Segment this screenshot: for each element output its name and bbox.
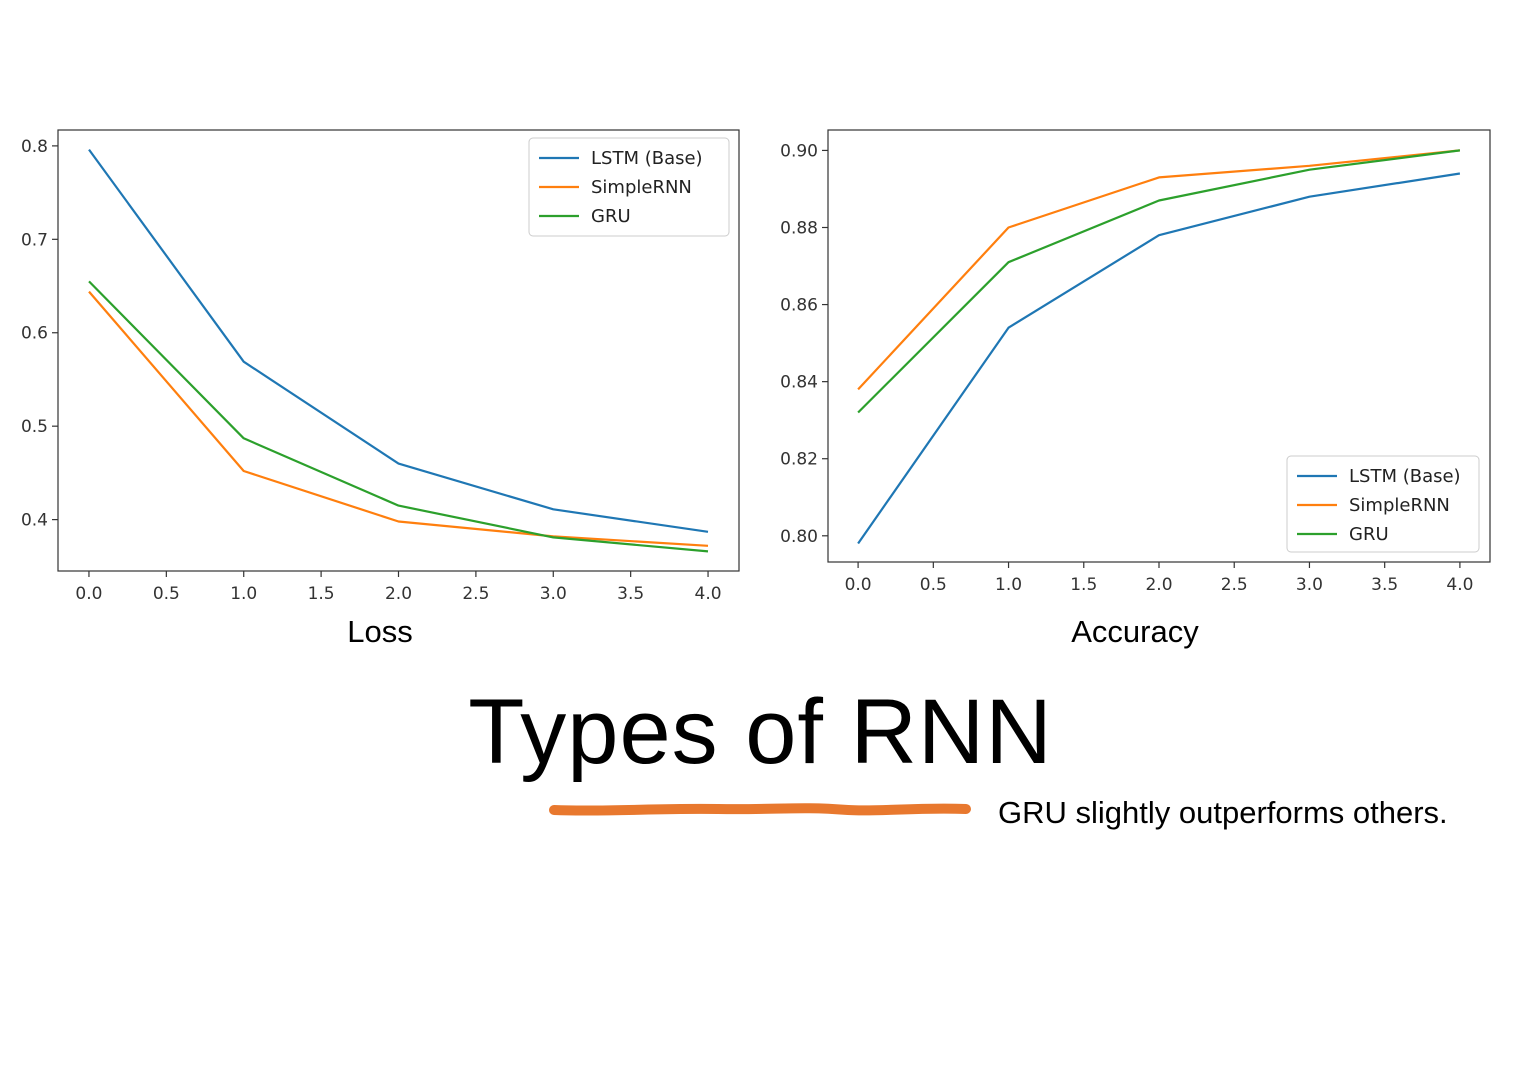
y-tick-label: 0.82: [780, 450, 818, 470]
x-tick-label: 2.0: [385, 584, 412, 604]
x-tick-label: 4.0: [695, 584, 722, 604]
x-tick-label: 1.0: [230, 584, 257, 604]
y-tick-label: 0.84: [780, 373, 818, 393]
y-tick-label: 0.80: [780, 527, 818, 547]
x-tick-label: 4.0: [1446, 575, 1473, 595]
series-line-lstm-base: [857, 172, 1461, 545]
x-tick-label: 0.5: [920, 575, 947, 595]
y-tick-label: 0.7: [21, 230, 48, 250]
legend-label-lstm-base: LSTM (Base): [1349, 466, 1461, 487]
x-tick-label: 1.5: [308, 584, 335, 604]
y-tick-label: 0.88: [780, 218, 818, 238]
chart-legend: LSTM (Base) SimpleRNN GRU: [1286, 455, 1480, 553]
accuracy-chart: 0.0 0.5 1.0 1.5 2.0 2.5 3.0 3.5 4.0 0.80 0.82 0.84 0…: [780, 129, 1491, 595]
slide-title: Types of RNN: [468, 681, 1053, 783]
series-line-gru: [857, 149, 1461, 414]
x-tick-label: 3.0: [540, 584, 567, 604]
x-tick-label: 1.5: [1070, 575, 1097, 595]
accuracy-chart-caption: Accuracy: [1071, 614, 1199, 649]
y-tick-label: 0.4: [21, 511, 48, 531]
y-tick-label: 0.90: [780, 141, 818, 161]
highlight-underline: [549, 803, 971, 816]
series-line-simplernn: [857, 149, 1461, 391]
loss-chart-caption: Loss: [347, 614, 413, 649]
x-tick-label: 3.0: [1296, 575, 1323, 595]
x-tick-label: 3.5: [617, 584, 644, 604]
series-line-lstm-base: [88, 148, 709, 533]
legend-label-lstm-base: LSTM (Base): [591, 148, 703, 169]
legend-label-simplernn: SimpleRNN: [1349, 495, 1450, 516]
x-tick-label: 2.5: [462, 584, 489, 604]
x-tick-label: 2.5: [1221, 575, 1248, 595]
y-tick-label: 0.6: [21, 324, 48, 344]
x-tick-label: 0.0: [75, 584, 102, 604]
x-tick-label: 3.5: [1371, 575, 1398, 595]
legend-label-simplernn: SimpleRNN: [591, 177, 692, 198]
x-tick-label: 1.0: [995, 575, 1022, 595]
legend-label-gru: GRU: [1349, 524, 1389, 545]
y-tick-label: 0.86: [780, 296, 818, 316]
legend-label-gru: GRU: [591, 206, 631, 227]
chart-legend: LSTM (Base) SimpleRNN GRU: [528, 137, 730, 237]
y-tick-label: 0.5: [21, 417, 48, 437]
underline-stroke: [549, 803, 971, 816]
slide-note: GRU slightly outperforms others.: [998, 795, 1448, 830]
y-tick-label: 0.8: [21, 137, 48, 157]
legend-box: [528, 137, 730, 237]
legend-box: [1286, 455, 1480, 553]
loss-chart: 0.0 0.5 1.0 1.5 2.0 2.5 3.0 3.5 4.0 0.4 0.5 0.6 0.7 0…: [21, 129, 740, 604]
series-line-gru: [88, 280, 709, 553]
x-tick-label: 0.5: [153, 584, 180, 604]
series-line-simplernn: [88, 290, 709, 547]
x-tick-label: 0.0: [845, 575, 872, 595]
x-tick-label: 2.0: [1145, 575, 1172, 595]
